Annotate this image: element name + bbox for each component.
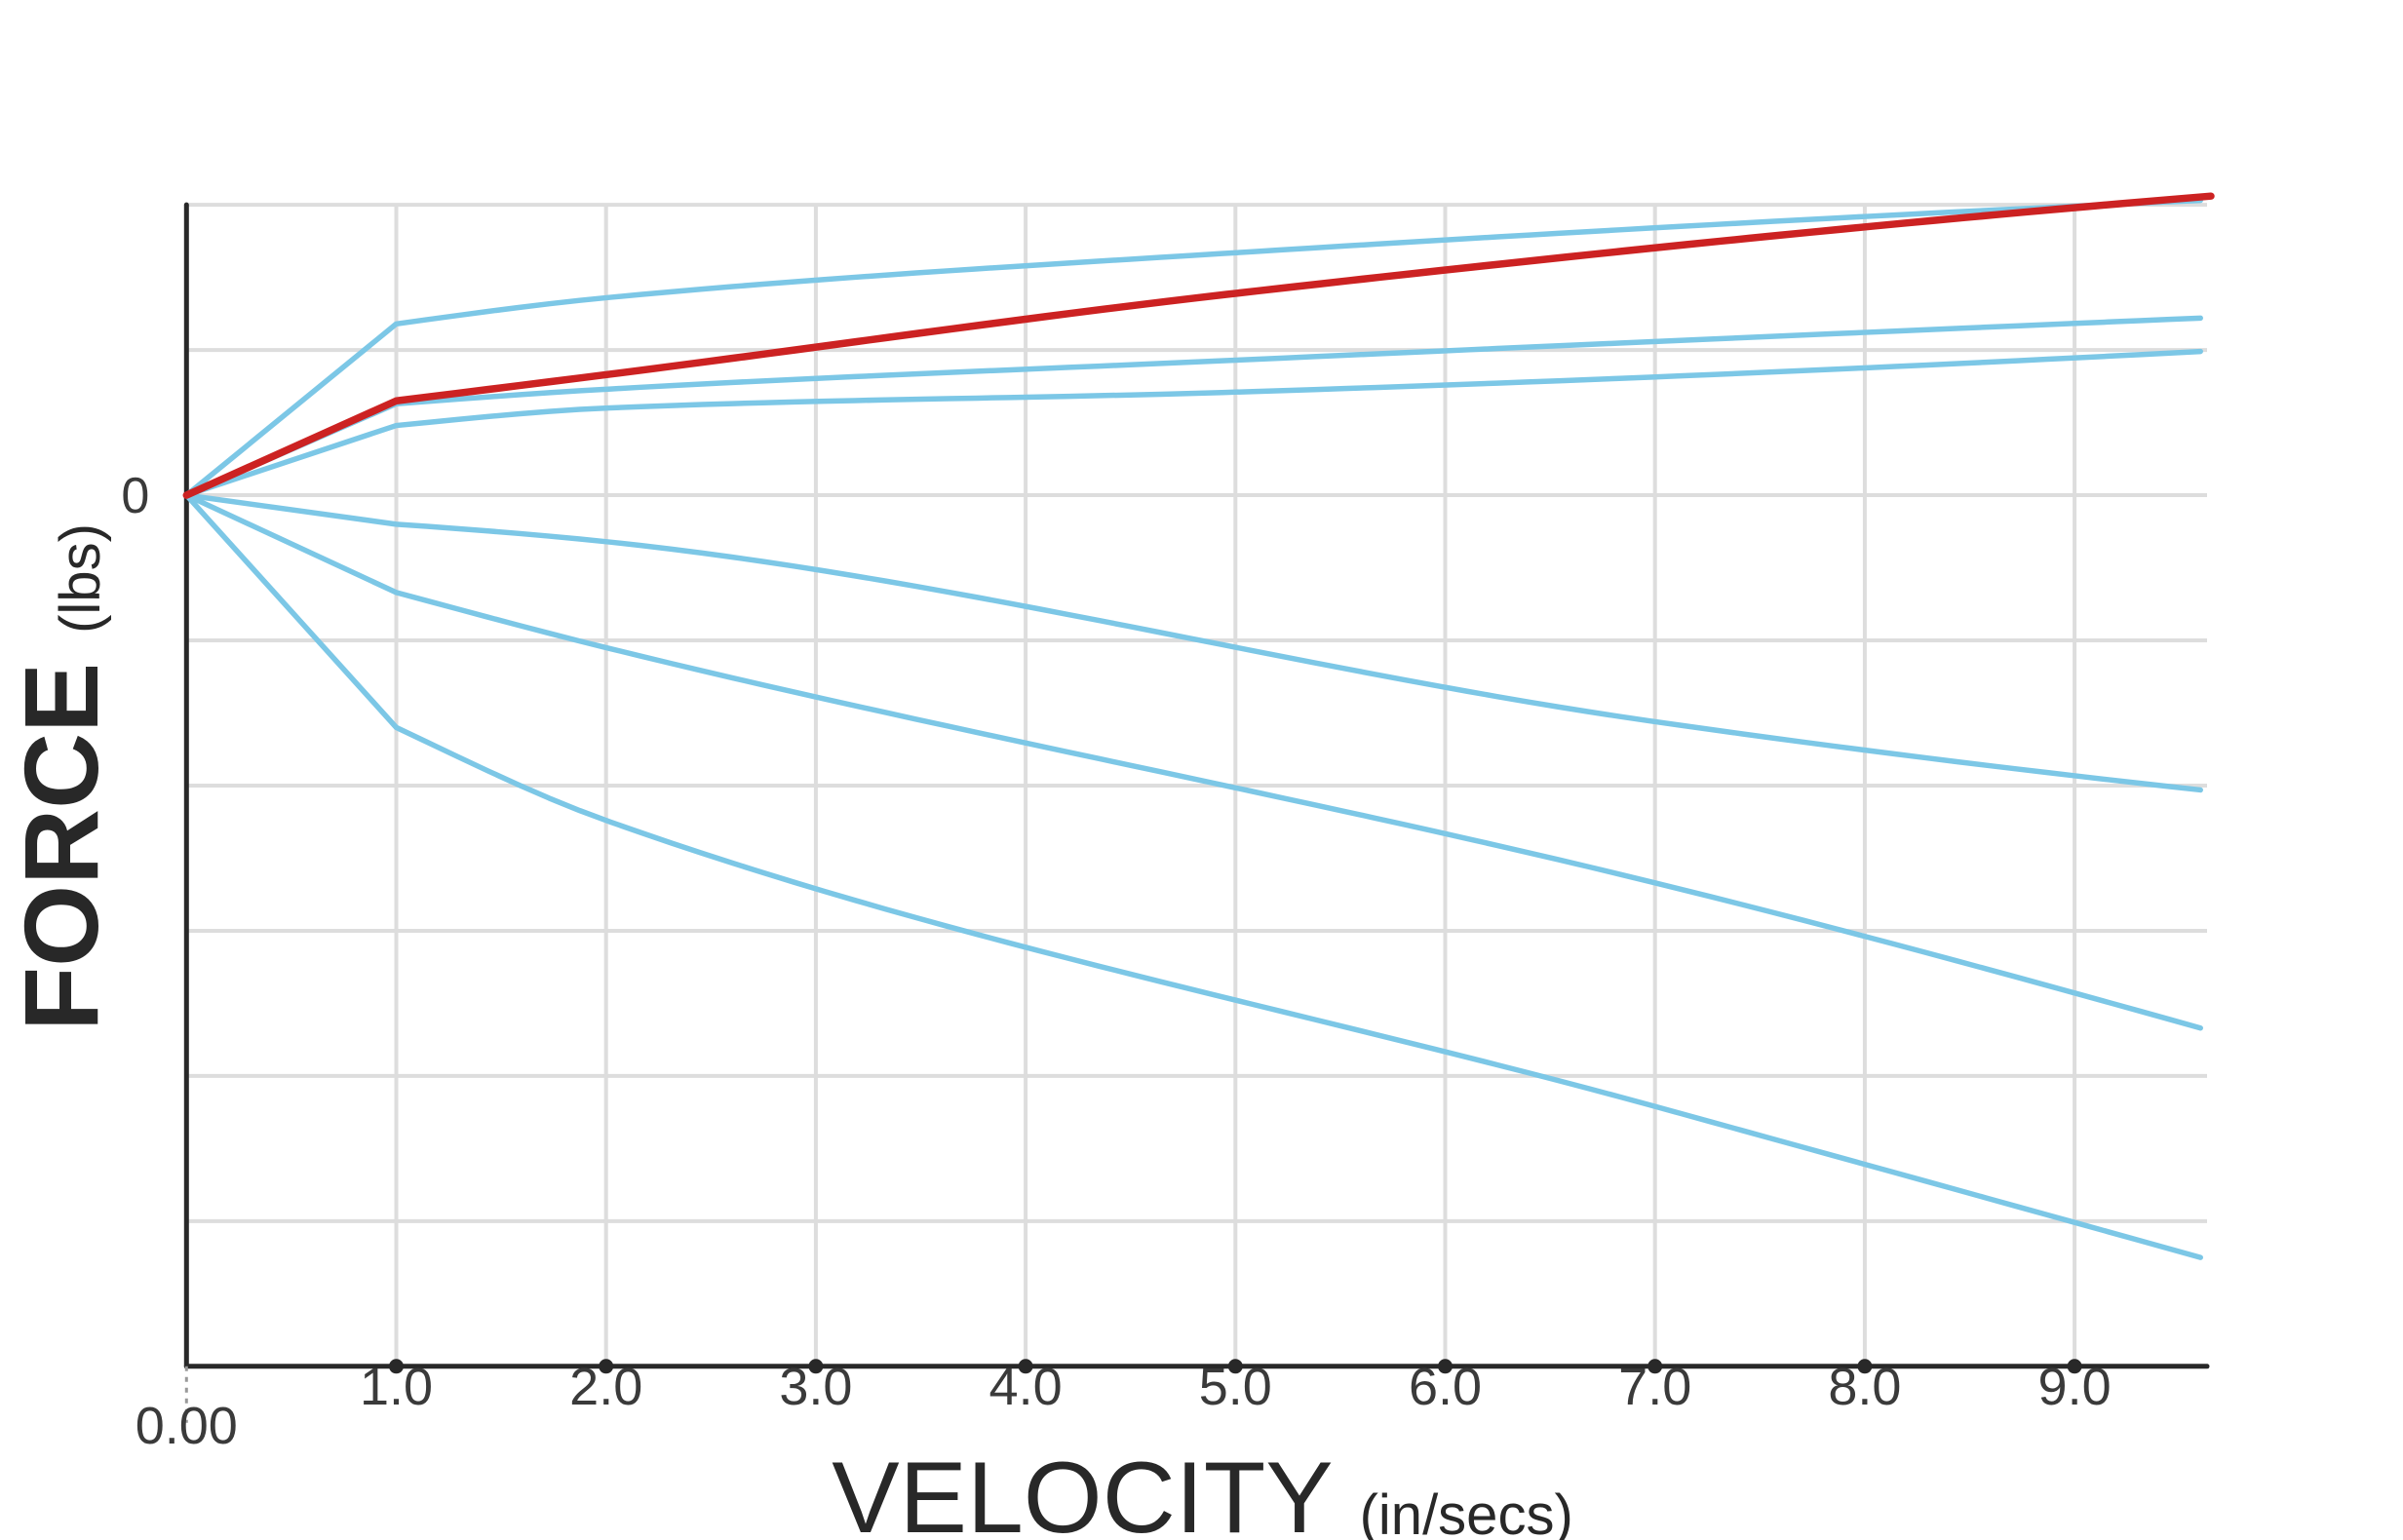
svg-text:5.0: 5.0	[1199, 1358, 1272, 1416]
svg-text:1.0: 1.0	[360, 1358, 433, 1416]
svg-text:7.0: 7.0	[1618, 1358, 1691, 1416]
svg-text:8.0: 8.0	[1828, 1358, 1901, 1416]
svg-text:0.00: 0.00	[136, 1397, 238, 1455]
svg-text:3.0: 3.0	[779, 1358, 852, 1416]
svg-text:4.0: 4.0	[989, 1358, 1063, 1416]
svg-text:9.0: 9.0	[2038, 1358, 2112, 1416]
svg-text:6.0: 6.0	[1409, 1358, 1482, 1416]
svg-text:0: 0	[121, 468, 149, 524]
svg-text:2.0: 2.0	[569, 1358, 642, 1416]
